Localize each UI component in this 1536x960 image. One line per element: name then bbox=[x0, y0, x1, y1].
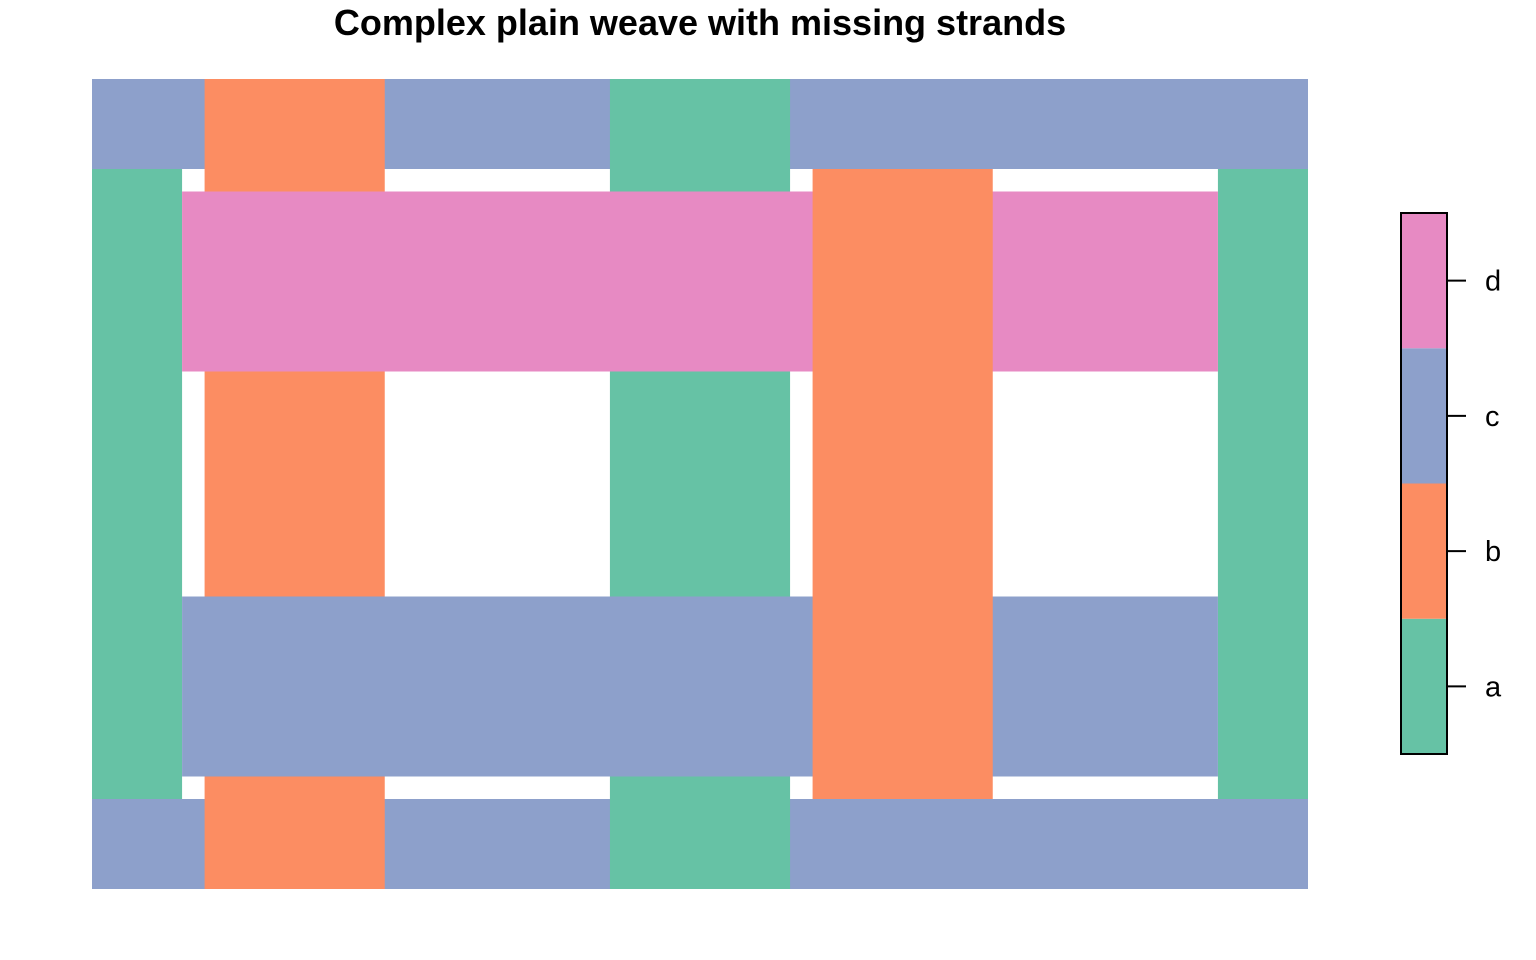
legend-swatch-b bbox=[1401, 483, 1447, 619]
weave-strands bbox=[92, 79, 1308, 889]
horizontal-strand-2 bbox=[182, 191, 1218, 372]
legend-label-d: d bbox=[1485, 266, 1501, 298]
legend-label-c: c bbox=[1485, 401, 1500, 433]
horizontal-strand-1 bbox=[182, 596, 1218, 777]
legend-swatch-a bbox=[1401, 618, 1447, 754]
color-legend: a b c d bbox=[1400, 212, 1502, 755]
legend-swatch-d bbox=[1401, 213, 1447, 349]
chart-title: Complex plain weave with missing strands bbox=[333, 2, 1067, 43]
vertical-strand-0 bbox=[92, 169, 183, 799]
legend-swatch-c bbox=[1401, 348, 1447, 484]
legend-border bbox=[1400, 212, 1448, 755]
legend-label-a: a bbox=[1485, 671, 1502, 703]
vertical-strand-3 bbox=[812, 169, 993, 799]
legend-label-b: b bbox=[1485, 536, 1501, 568]
vertical-strand-4 bbox=[1217, 169, 1308, 799]
